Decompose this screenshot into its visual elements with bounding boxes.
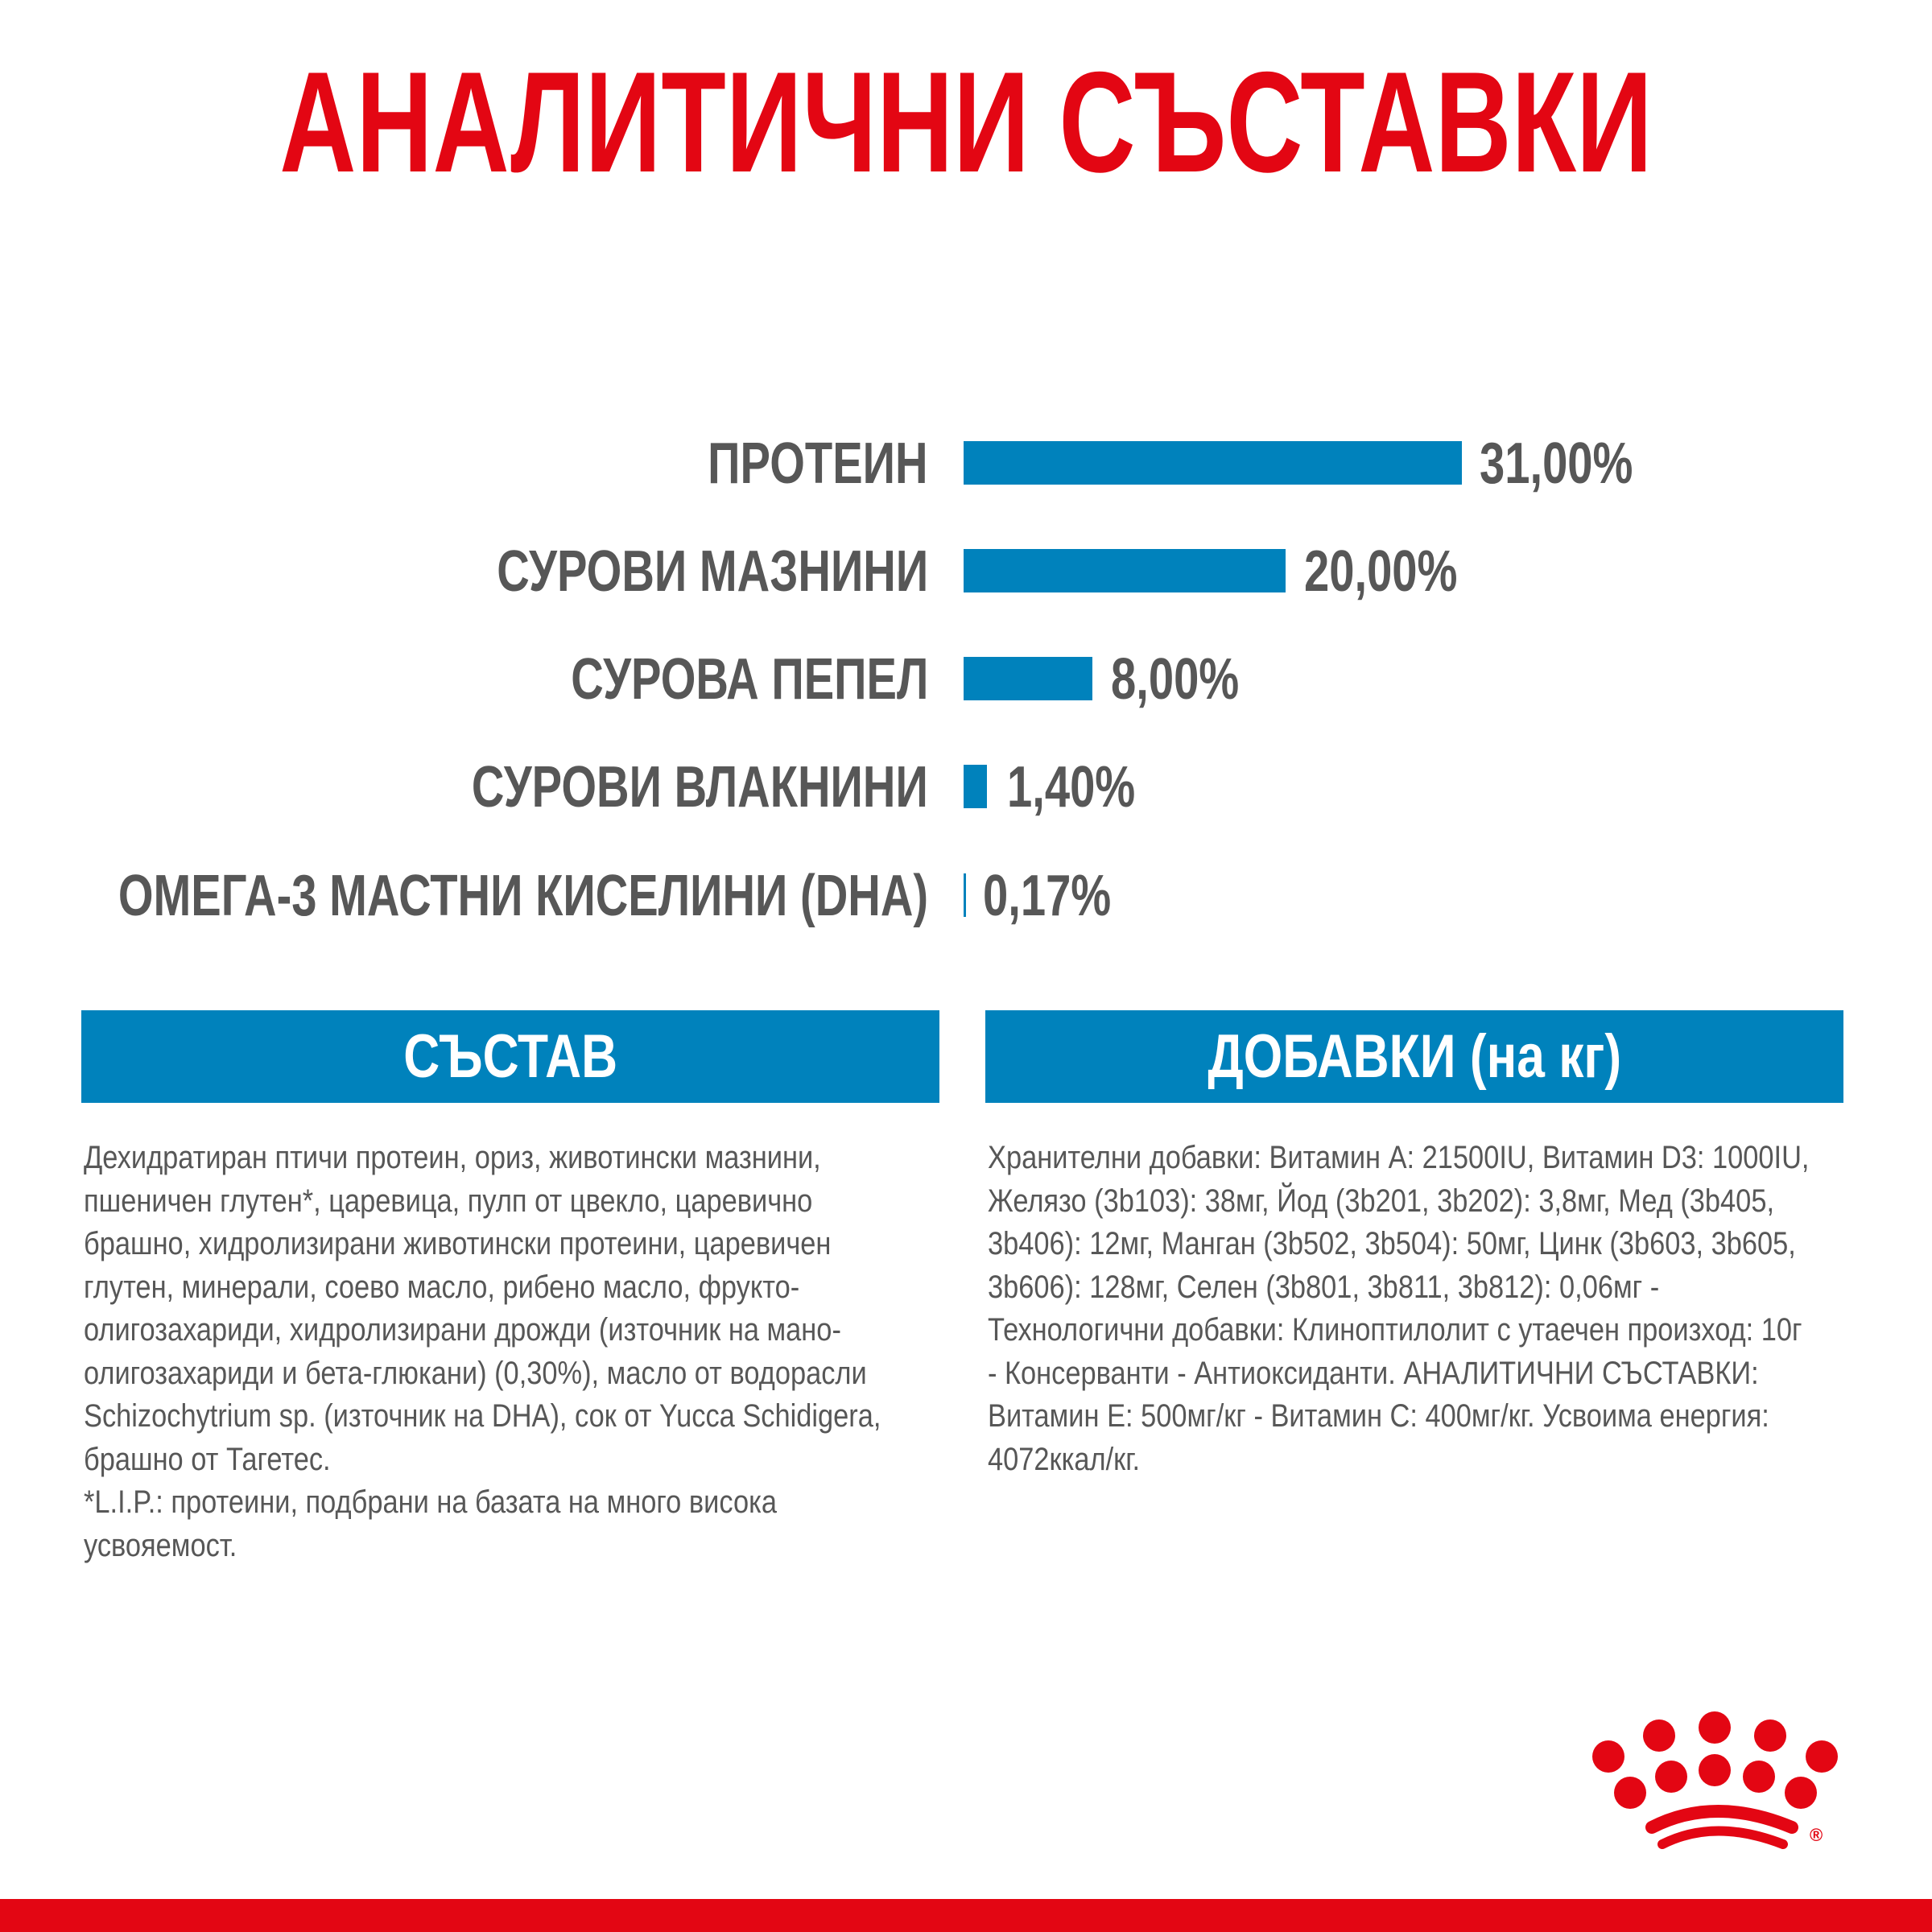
nutrient-row-ash: СУРОВА ПЕПЕЛ 8,00%: [0, 647, 1932, 712]
composition-text: Дехидратиран птичи протеин, ориз, животи…: [84, 1140, 881, 1477]
nutrient-value: 31,00%: [1480, 431, 1633, 496]
nutrient-label: СУРОВИ ВЛАКНИНИ: [472, 755, 928, 819]
registered-mark: ®: [1810, 1825, 1823, 1845]
page-title: АНАЛИТИЧНИ СЪСТАВКИ: [279, 42, 1653, 202]
nutrient-value: 0,17%: [983, 864, 1112, 928]
nutrient-row-fibre: СУРОВИ ВЛАКНИНИ 1,40%: [0, 755, 1932, 819]
footer-red-bar: [0, 1899, 1932, 1932]
nutrient-bar: [964, 873, 966, 917]
nutrient-label: СУРОВА ПЕПЕЛ: [570, 647, 928, 712]
nutrient-label: ОМЕГА-3 МАСТНИ КИСЕЛИНИ (DHA): [118, 864, 928, 928]
nutrient-value: 1,40%: [1007, 755, 1136, 819]
nutrient-row-fat: СУРОВИ МАЗНИНИ 20,00%: [0, 539, 1932, 604]
composition-heading-text: СЪСТАВ: [403, 1022, 617, 1091]
composition-footnote: *L.I.P.: протеини, подбрани на базата на…: [84, 1484, 778, 1563]
nutrient-bar: [964, 765, 987, 808]
composition-heading: СЪСТАВ: [81, 1010, 939, 1103]
additives-text-block: Хранителни добавки: Витамин A: 21500IU, …: [988, 1137, 1817, 1481]
nutrient-bar-chart: ПРОТЕИН 31,00% СУРОВИ МАЗНИНИ 20,00% СУР…: [0, 431, 1932, 928]
crown-logo-icon: ®: [1586, 1707, 1852, 1884]
nutrient-row-protein: ПРОТЕИН 31,00%: [0, 431, 1932, 496]
additives-heading: ДОБАВКИ (на кг): [985, 1010, 1843, 1103]
nutrient-row-omega3: ОМЕГА-3 МАСТНИ КИСЕЛИНИ (DHA) 0,17%: [0, 864, 1932, 928]
composition-text-block: Дехидратиран птичи протеин, ориз, животи…: [84, 1137, 905, 1567]
nutrient-label: ПРОТЕИН: [708, 431, 928, 496]
additives-text: Хранителни добавки: Витамин A: 21500IU, …: [988, 1140, 1810, 1477]
additives-heading-text: ДОБАВКИ (на кг): [1208, 1022, 1621, 1091]
nutrient-bar: [964, 441, 1462, 485]
nutrient-label: СУРОВИ МАЗНИНИ: [496, 539, 928, 604]
nutrient-value: 8,00%: [1111, 647, 1240, 712]
nutrient-bar: [964, 549, 1286, 592]
nutrient-bar: [964, 657, 1092, 700]
nutrient-value: 20,00%: [1304, 539, 1458, 604]
